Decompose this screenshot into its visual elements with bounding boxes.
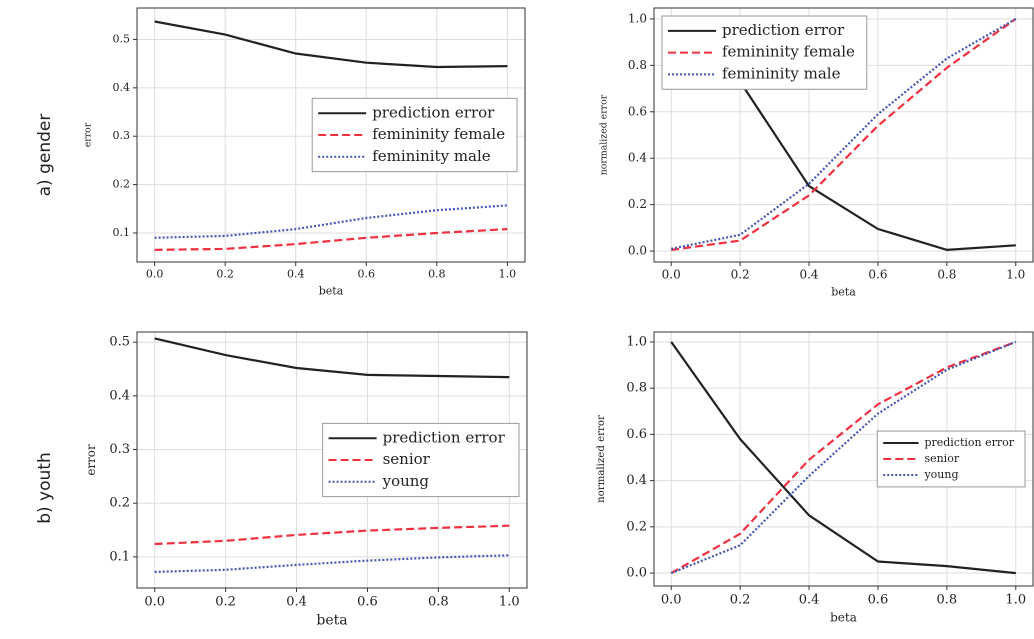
y-tick-label: 0.4: [113, 81, 131, 94]
series-line: [154, 204, 508, 239]
y-tick-label: 0.8: [628, 58, 647, 72]
x-tick-label: 0.8: [428, 594, 449, 609]
x-tick-label: 0.4: [799, 268, 818, 282]
x-tick-label: 1.0: [499, 268, 517, 281]
x-tick-label: 1.0: [499, 594, 520, 609]
x-tick-label: 0.0: [662, 268, 681, 282]
y-tick-label: 0.6: [626, 427, 647, 442]
legend-label: young: [923, 468, 958, 481]
legend-label: senior: [924, 452, 959, 465]
legend-label: femininity male: [372, 147, 491, 165]
y-tick-label: 0.4: [109, 388, 130, 403]
chart: 0.0 0.2 0.4 0.6 0.8 1.0 0.1 0.2 0.3 0.4 0.5 beta err…: [84, 331, 528, 629]
y-axis-label: normalized error: [596, 415, 607, 503]
x-tick-label: 0.8: [937, 268, 956, 282]
x-tick-label: 0.6: [868, 268, 887, 282]
y-tick-label: 0.8: [626, 381, 647, 396]
row-label: b) youth: [35, 452, 55, 524]
x-tick-label: 0.2: [216, 268, 234, 281]
legend-label: femininity female: [722, 43, 855, 61]
y-tick-label: 0.3: [113, 129, 131, 142]
series-line: [154, 337, 510, 379]
chart: 0.0 0.2 0.4 0.6 0.8 1.0 0.1 0.2 0.3 0.4 0.5 beta err…: [83, 7, 526, 297]
series-line: [670, 341, 1016, 575]
row-label: a) gender: [35, 114, 55, 197]
y-tick-label: 0.2: [113, 178, 131, 191]
series-line: [154, 20, 508, 69]
series-line: [671, 18, 1017, 251]
x-tick-label: 0.0: [146, 268, 164, 281]
x-axis-label: beta: [316, 613, 347, 629]
y-tick-label: 0.5: [113, 32, 131, 45]
series-line: [154, 228, 508, 251]
x-tick-label: 0.6: [868, 592, 889, 607]
x-axis-label: beta: [319, 284, 344, 297]
x-tick-label: 0.0: [661, 592, 682, 607]
series-line: [670, 17, 1017, 250]
x-tick-label: 1.0: [1005, 592, 1026, 607]
legend-label: senior: [383, 450, 431, 468]
x-tick-label: 0.8: [428, 268, 446, 281]
plot-frame: [653, 331, 1034, 587]
y-tick-label: 0.5: [109, 335, 130, 350]
y-tick-label: 0.2: [626, 519, 647, 534]
x-axis-label: beta: [831, 285, 856, 298]
y-tick-label: 0.2: [109, 496, 130, 511]
x-tick-label: 0.2: [731, 268, 750, 282]
y-tick-label: 1.0: [628, 11, 647, 25]
x-tick-label: 0.6: [358, 268, 376, 281]
y-axis-label: normalized error: [599, 94, 610, 175]
series-line: [670, 340, 1017, 575]
chart: 0.0 0.2 0.4 0.6 0.8 1.0 0.0 0.2 0.4 0.6 0.8 1.0 beta…: [599, 7, 1034, 298]
x-tick-label: 0.2: [215, 594, 236, 609]
series-line: [670, 340, 1017, 575]
y-axis-label: error: [84, 444, 98, 476]
y-tick-label: 1.0: [626, 334, 647, 349]
y-tick-label: 0.0: [626, 566, 647, 581]
x-axis-label: beta: [830, 610, 857, 624]
plot-frame: [136, 7, 526, 263]
x-tick-label: 0.4: [286, 594, 307, 609]
y-tick-label: 0.6: [628, 104, 647, 118]
y-tick-label: 0.4: [626, 473, 647, 488]
x-tick-label: 0.0: [144, 594, 165, 609]
legend-label: prediction error: [372, 103, 495, 121]
legend-label: prediction error: [383, 428, 506, 446]
y-tick-label: 0.1: [113, 226, 131, 239]
series-line: [154, 554, 510, 573]
y-tick-label: 0.2: [628, 197, 647, 211]
legend-label: femininity female: [372, 125, 505, 143]
x-tick-label: 0.4: [799, 592, 820, 607]
y-tick-label: 0.4: [628, 151, 647, 165]
plot-frame: [136, 331, 528, 589]
y-axis-label: error: [83, 122, 94, 147]
x-tick-label: 0.6: [357, 594, 378, 609]
y-tick-label: 0.1: [109, 549, 130, 564]
plot-frame: [653, 7, 1034, 263]
x-tick-label: 0.2: [730, 592, 751, 607]
legend-label: young: [382, 472, 430, 490]
legend-label: femininity male: [722, 64, 841, 82]
x-tick-label: 0.8: [937, 592, 958, 607]
x-tick-label: 1.0: [1006, 268, 1025, 282]
chart: 0.0 0.2 0.4 0.6 0.8 1.0 0.0 0.2 0.4 0.6 0.8 1.0 beta…: [596, 331, 1034, 624]
legend-label: prediction error: [722, 21, 845, 39]
y-tick-label: 0.0: [628, 244, 647, 258]
y-tick-label: 0.3: [109, 442, 130, 457]
x-tick-label: 0.4: [287, 268, 305, 281]
legend-label: prediction error: [924, 436, 1014, 449]
series-line: [154, 524, 510, 546]
